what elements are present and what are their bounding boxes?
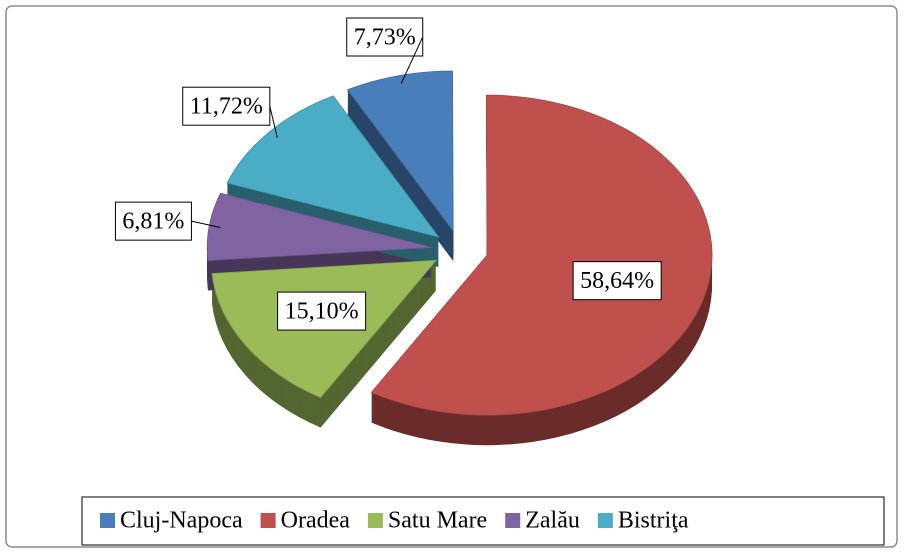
legend-label: Zalău <box>525 508 580 534</box>
slice <box>370 94 713 416</box>
slice <box>206 192 433 261</box>
legend-label: Satu Mare <box>388 508 487 534</box>
legend-swatch <box>367 513 383 528</box>
legend-swatch <box>597 513 613 528</box>
slice <box>346 70 454 233</box>
legend-label: Cluj-Napoca <box>120 508 243 534</box>
data-label-box <box>346 17 424 57</box>
data-label: 7,73% <box>354 25 416 51</box>
leader-line <box>400 36 424 84</box>
data-label-box <box>277 291 367 331</box>
data-label-box <box>572 261 662 301</box>
legend-swatch <box>505 513 521 528</box>
leader-line <box>191 220 221 228</box>
data-label: 11,72% <box>190 94 263 120</box>
legend-swatch <box>100 513 115 528</box>
data-label: 15,10% <box>285 299 359 325</box>
legend-box <box>81 496 885 546</box>
legend-label: Bistriţa <box>618 508 689 534</box>
leader-line <box>269 106 278 138</box>
data-label: 58,64% <box>580 268 654 294</box>
legend-swatch <box>260 513 276 528</box>
legend-label: Oradea <box>281 508 351 534</box>
slice <box>226 95 440 238</box>
data-label-box <box>114 201 192 241</box>
chart-frame <box>5 5 898 548</box>
data-label: 6,81% <box>122 209 184 235</box>
